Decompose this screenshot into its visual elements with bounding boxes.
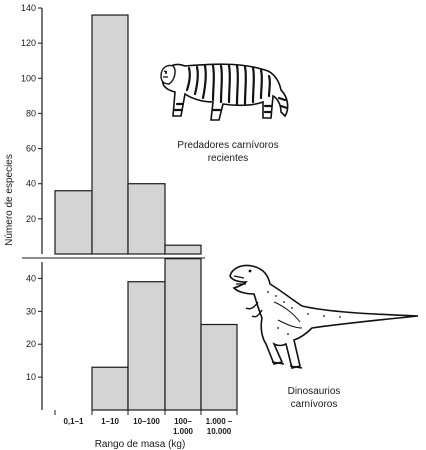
bottom-annotation: Dinosaurios carnívoros	[264, 385, 364, 411]
top-annotation-line-1: Predadores carnívoros	[177, 140, 279, 151]
x-tick-label-4-1: 100–	[174, 417, 192, 426]
x-tick-label-2-1: 1–10	[101, 417, 119, 426]
top-annotation-line-2: recientes	[207, 153, 249, 164]
x-axis-label: Rango de masa (kg)	[95, 439, 186, 450]
tyrannosaurus-illustration	[229, 264, 419, 369]
top-bar-4	[164, 244, 202, 255]
top-y-tick-label-60: 60	[26, 144, 36, 154]
top-y-tick-label-20: 20	[26, 214, 36, 224]
bottom-y-tick-label-20: 20	[26, 339, 36, 349]
bars-layer	[54, 14, 238, 411]
axes-layer	[22, 8, 205, 410]
top-y-tick-label-80: 80	[26, 108, 36, 118]
top-y-tick-label-120: 120	[21, 38, 36, 48]
ticks-layer: 20 40 60 80 100 120 140 10 20 30 40 0,1–1 1–10 10–100…	[4, 3, 238, 450]
bottom-bar-4	[164, 258, 202, 411]
bottom-y-tick-label-10: 10	[26, 372, 36, 382]
bottom-annotation-line-2: carnívoros	[290, 399, 338, 410]
x-tick-label-4-2: 1.000	[173, 427, 194, 436]
bottom-y-tick-label-40: 40	[26, 273, 36, 283]
x-tick-label-1-1: 0,1–1	[63, 417, 84, 426]
x-tick-label-5-1: 1.000 –	[206, 417, 233, 426]
y-axis-label: Número de especies	[4, 154, 15, 246]
top-y-tick-label-100: 100	[21, 73, 36, 83]
x-tick-label-5-2: 10.000	[207, 427, 232, 436]
bottom-bar-5	[200, 323, 238, 411]
top-bar-1	[54, 190, 93, 255]
top-y-tick-label-140: 140	[21, 3, 36, 13]
bottom-annotation-line-1: Dinosaurios	[287, 386, 341, 397]
x-tick-label-3-1: 10–100	[133, 417, 160, 426]
top-bar-2	[91, 14, 129, 255]
bottom-bar-3	[127, 281, 166, 411]
top-annotation: Predadores carnívoros recientes	[168, 139, 288, 165]
bottom-y-tick-label-30: 30	[26, 306, 36, 316]
bottom-bar-2	[91, 366, 129, 411]
tiger-illustration	[160, 63, 289, 121]
top-y-tick-label-40: 40	[26, 179, 36, 189]
top-bar-3	[127, 183, 166, 255]
